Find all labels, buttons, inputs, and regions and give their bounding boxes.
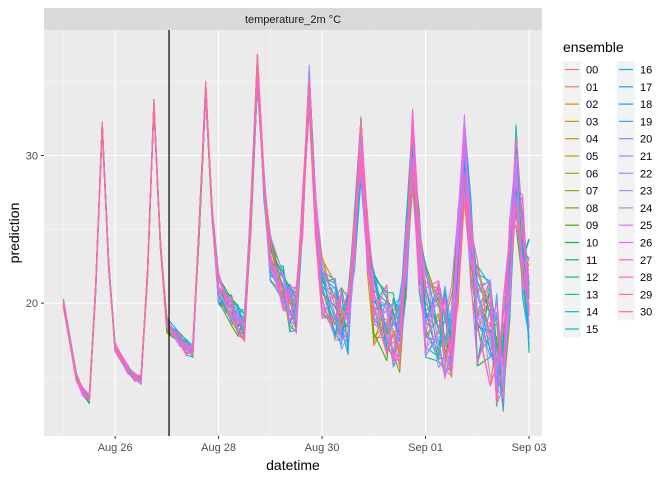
legend-label-14: 14: [586, 307, 598, 319]
legend-label-18: 18: [640, 99, 652, 111]
y-axis-title: prediction: [6, 203, 22, 264]
series-lines: [62, 53, 530, 413]
legend-label-08: 08: [586, 203, 598, 215]
legend-label-17: 17: [640, 82, 652, 94]
legend-label-24: 24: [640, 203, 652, 215]
minor-gridlines: [44, 30, 542, 436]
x-axis-ticks: Aug 26 Aug 28 Aug 30 Sep 01 Sep 03: [98, 436, 547, 454]
legend-label-11: 11: [586, 255, 597, 267]
x-tick-label: Aug 26: [98, 442, 133, 454]
legend-label-22: 22: [640, 168, 652, 180]
legend-label-26: 26: [640, 238, 652, 250]
legend-label-06: 06: [586, 168, 598, 180]
legend-label-03: 03: [586, 116, 598, 128]
y-tick-label: 30: [26, 150, 38, 162]
legend-label-10: 10: [586, 238, 598, 250]
legend-label-01: 01: [586, 82, 598, 94]
x-tick-label: Sep 03: [512, 442, 547, 454]
legend-label-29: 29: [640, 289, 652, 301]
legend-label-02: 02: [586, 99, 598, 111]
legend-label-12: 12: [586, 272, 598, 284]
legend-label-07: 07: [586, 186, 598, 198]
legend-title: ensemble: [563, 39, 624, 55]
facet-strip: [44, 8, 542, 30]
legend-label-00: 00: [586, 65, 598, 77]
legend-label-09: 09: [586, 220, 598, 232]
legend-label-16: 16: [640, 65, 652, 77]
legend-label-21: 21: [640, 151, 652, 163]
x-axis-title: datetime: [266, 457, 320, 473]
legend-label-30: 30: [640, 307, 652, 319]
legend-label-28: 28: [640, 272, 652, 284]
legend-label-15: 15: [586, 324, 598, 336]
x-tick-label: Aug 28: [201, 442, 236, 454]
legend-label-27: 27: [640, 255, 652, 267]
legend-label-25: 25: [640, 220, 652, 232]
legend-label-19: 19: [640, 116, 652, 128]
facet-label: temperature_2m °C: [245, 14, 341, 26]
legend-label-23: 23: [640, 186, 652, 198]
legend-label-13: 13: [586, 289, 598, 301]
legend-label-20: 20: [640, 134, 652, 146]
x-tick-label: Aug 30: [305, 442, 340, 454]
legend-label-04: 04: [586, 134, 598, 146]
legend: 00 01 02 03 04 05 06 07 08 09 10 11 12 13 14 15 16 17 18 19…: [563, 61, 652, 338]
legend-label-05: 05: [586, 151, 598, 163]
y-tick-label: 20: [26, 298, 38, 310]
x-tick-label: Sep 01: [408, 442, 443, 454]
series-line-30: [62, 53, 530, 401]
